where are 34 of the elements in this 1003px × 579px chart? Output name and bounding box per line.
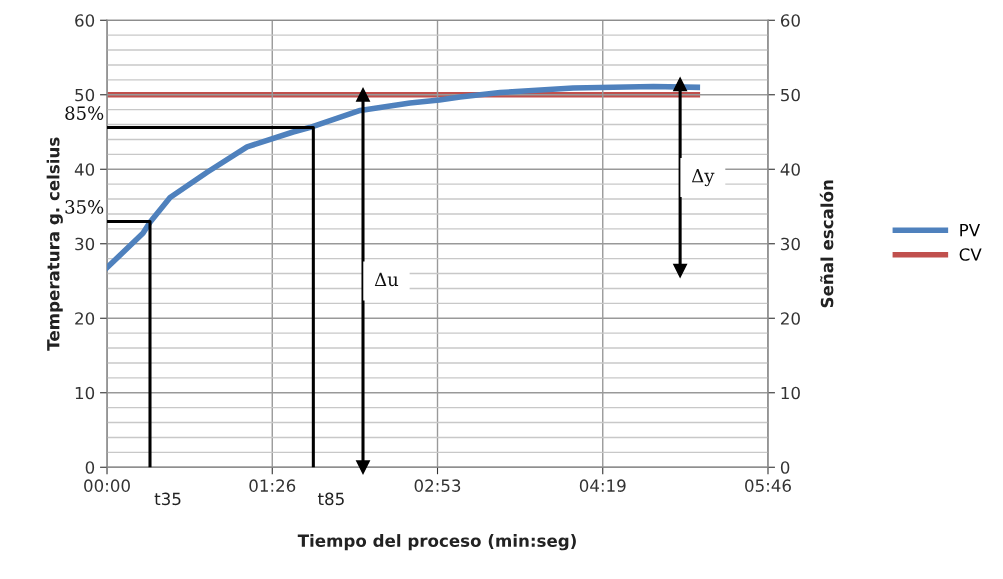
annotation: 85% xyxy=(65,106,104,120)
annotation: t85 xyxy=(317,492,344,506)
y-tick-label: 10 xyxy=(75,386,95,400)
annotation: t35 xyxy=(154,492,181,506)
y2-tick-label: 50 xyxy=(781,88,800,102)
x-tick-label: 00:00 xyxy=(84,479,130,492)
y2-tick-label: 30 xyxy=(781,237,800,251)
y-tick-label: 40 xyxy=(74,163,95,176)
x-axis-title: Tiempo del proceso (min:seg) xyxy=(297,534,576,551)
x-tick-label: 01:26 xyxy=(249,479,296,492)
y2-tick-label: 10 xyxy=(781,386,800,400)
y-tick-label: 20 xyxy=(75,312,95,325)
annotation: 35% xyxy=(65,200,104,214)
y2-tick-label: 0 xyxy=(780,461,790,474)
x-tick-label: 02:53 xyxy=(414,479,461,492)
x-tick-label: 04:19 xyxy=(579,479,626,492)
y-tick-label: 50 xyxy=(75,88,95,102)
y2-tick-label: 60 xyxy=(780,14,800,27)
legend-label: PV xyxy=(960,223,981,237)
y-axis-title: Temperatura g. celsius xyxy=(46,137,63,351)
point xyxy=(356,460,370,475)
y2-axis-title: Señal escalón xyxy=(819,180,834,308)
y2-tick-label: 40 xyxy=(780,163,800,176)
point xyxy=(673,263,688,278)
y2-tick-label: 20 xyxy=(781,312,800,325)
annotation: Δy xyxy=(691,169,715,187)
y-tick-label: 0 xyxy=(85,461,95,474)
x-tick-label: 05:46 xyxy=(745,479,791,492)
point xyxy=(356,87,370,102)
y-tick-label: 60 xyxy=(75,14,95,27)
y-tick-label: 30 xyxy=(75,237,95,251)
annotation: Δu xyxy=(374,272,399,287)
point xyxy=(673,77,688,92)
legend-label: CV xyxy=(959,248,982,261)
